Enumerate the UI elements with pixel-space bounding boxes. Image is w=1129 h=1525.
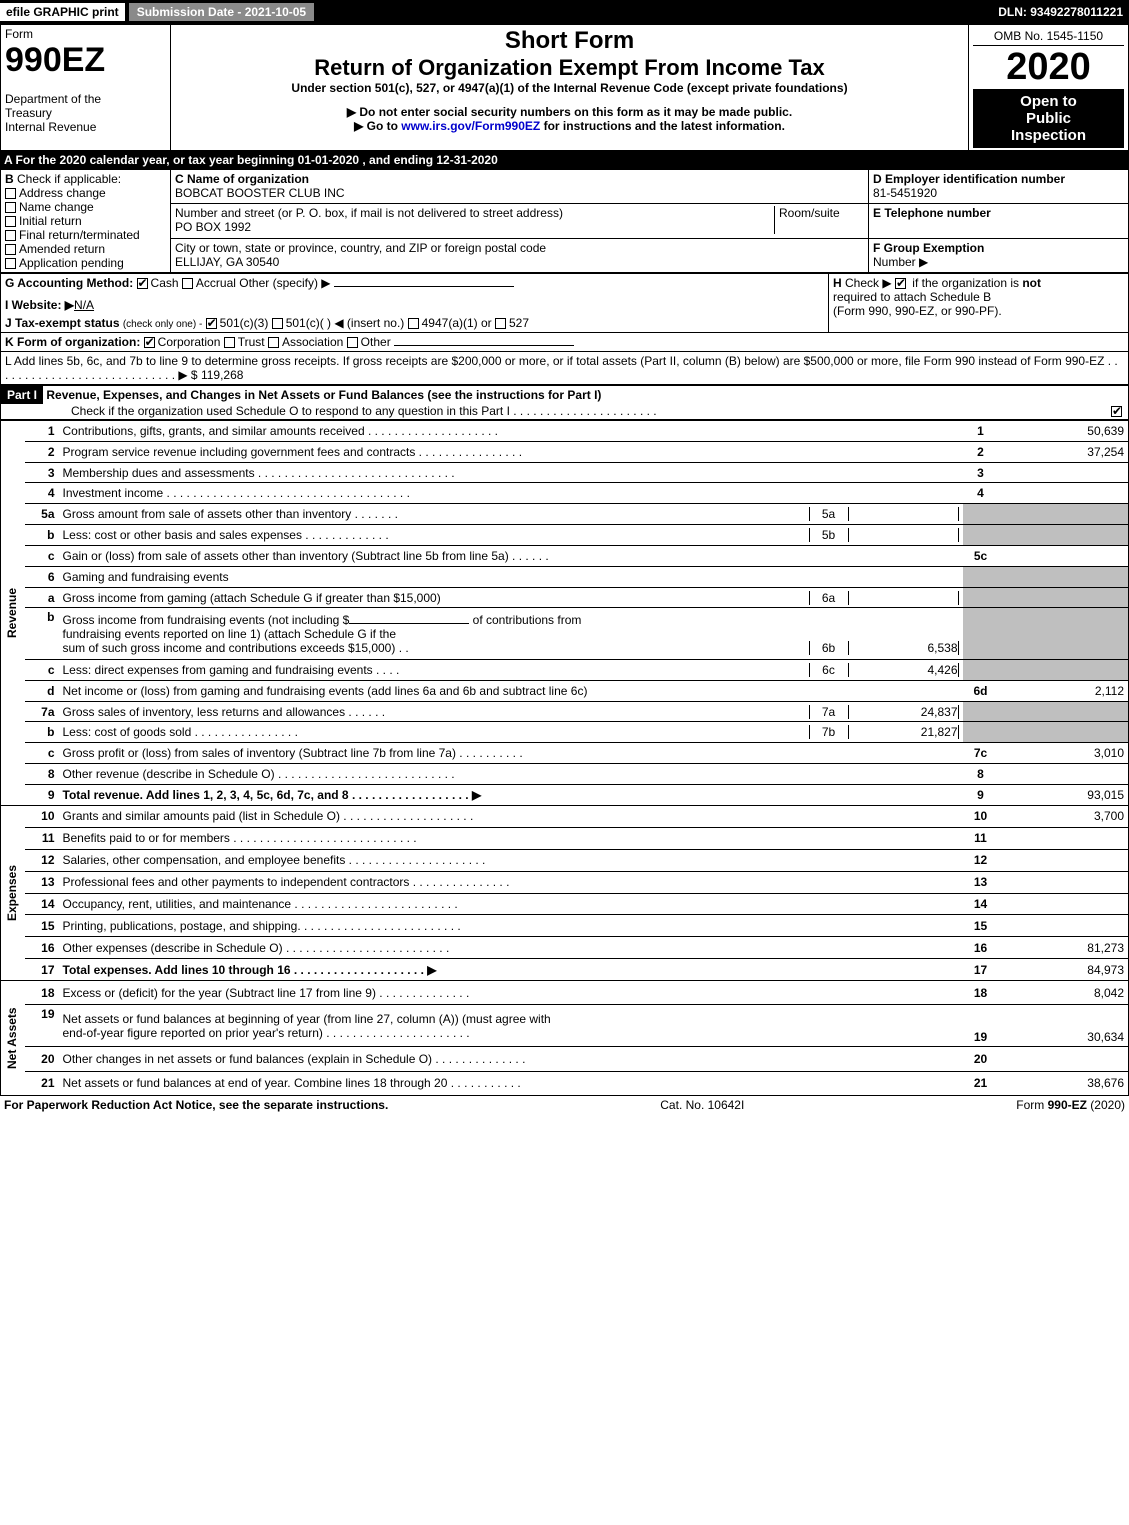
line-1-amount: 50,639 xyxy=(999,421,1129,442)
part1-header: Part I Revenue, Expenses, and Changes in… xyxy=(0,385,1129,420)
form-title-2: Return of Organization Exempt From Incom… xyxy=(175,55,964,81)
line-18-amount: 8,042 xyxy=(999,981,1129,1005)
footer-left: For Paperwork Reduction Act Notice, see … xyxy=(4,1098,388,1112)
top-bar: efile GRAPHIC print Submission Date - 20… xyxy=(0,0,1129,24)
header-table: Form 990EZ Department of the Treasury In… xyxy=(0,24,1129,151)
gross-receipts: 119,268 xyxy=(201,368,244,382)
checkbox-part1-schedo[interactable] xyxy=(1111,406,1122,417)
checkbox-application-pending[interactable] xyxy=(5,258,16,269)
section-c-addr-label: Number and street (or P. O. box, if mail… xyxy=(175,206,563,220)
irs-link[interactable]: www.irs.gov/Form990EZ xyxy=(401,119,540,133)
section-j: J Tax-exempt status (check only one) - 5… xyxy=(5,316,824,330)
checkbox-final-return[interactable] xyxy=(5,230,16,241)
footer-center: Cat. No. 10642I xyxy=(660,1098,744,1112)
org-address: PO BOX 1992 xyxy=(175,220,251,234)
section-c-city-label: City or town, state or province, country… xyxy=(175,241,546,255)
section-b-label: B xyxy=(5,172,14,186)
tax-year: 2020 xyxy=(973,46,1124,89)
section-a: A For the 2020 calendar year, or tax yea… xyxy=(0,151,1129,169)
expenses-label: Expenses xyxy=(5,808,19,978)
checkbox-accrual[interactable] xyxy=(182,278,193,289)
checkbox-name-change[interactable] xyxy=(5,202,16,213)
checkbox-501c3[interactable] xyxy=(206,318,217,329)
dept-line2: Treasury xyxy=(5,106,166,120)
form-word: Form xyxy=(5,27,166,41)
line-7c-amount: 3,010 xyxy=(999,743,1129,764)
footer: For Paperwork Reduction Act Notice, see … xyxy=(0,1096,1129,1114)
part1-title: Revenue, Expenses, and Changes in Net As… xyxy=(46,388,601,402)
line-10-amount: 3,700 xyxy=(999,806,1129,828)
line-17-amount: 84,973 xyxy=(999,959,1129,981)
line-7b-amount: 21,827 xyxy=(849,725,959,739)
section-g: G Accounting Method: Cash Accrual Other … xyxy=(5,276,824,290)
note-link: ▶ Go to www.irs.gov/Form990EZ for instru… xyxy=(175,119,964,133)
line-21-amount: 38,676 xyxy=(999,1071,1129,1095)
dept-line3: Internal Revenue xyxy=(5,120,166,134)
efile-label: efile GRAPHIC print xyxy=(0,3,125,21)
org-name: BOBCAT BOOSTER CLUB INC xyxy=(175,186,345,200)
form-subtitle: Under section 501(c), 527, or 4947(a)(1)… xyxy=(175,81,964,95)
checkbox-trust[interactable] xyxy=(224,337,235,348)
section-f-label2: Number ▶ xyxy=(873,255,928,269)
dept-line1: Department of the xyxy=(5,92,166,106)
note-ssn: ▶ Do not enter social security numbers o… xyxy=(175,105,964,119)
checkbox-h[interactable] xyxy=(895,278,906,289)
section-c-name-label: C Name of organization xyxy=(175,172,309,186)
line-2-amount: 37,254 xyxy=(999,441,1129,462)
section-e-label: E Telephone number xyxy=(873,206,991,220)
footer-right: Form 990-EZ (2020) xyxy=(1016,1098,1125,1112)
lines-table: Revenue 1Contributions, gifts, grants, a… xyxy=(0,420,1129,1096)
section-f-label: F Group Exemption xyxy=(873,241,984,255)
checkbox-corp[interactable] xyxy=(144,337,155,348)
revenue-label: Revenue xyxy=(5,423,19,803)
form-title-1: Short Form xyxy=(175,27,964,55)
section-d-label: D Employer identification number xyxy=(873,172,1065,186)
ein: 81-5451920 xyxy=(873,186,937,200)
form-number: 990EZ xyxy=(5,41,166,80)
line-6d-amount: 2,112 xyxy=(999,680,1129,701)
dln: DLN: 93492278011221 xyxy=(998,5,1129,19)
line-16-amount: 81,273 xyxy=(999,937,1129,959)
submission-date: Submission Date - 2021-10-05 xyxy=(129,3,314,21)
part1-label: Part I xyxy=(1,386,43,404)
section-k: K Form of organization: Corporation Trus… xyxy=(0,333,1129,352)
checkbox-other-org[interactable] xyxy=(347,337,358,348)
section-h-label: H xyxy=(833,276,842,290)
checkbox-501c[interactable] xyxy=(272,318,283,329)
omb-number: OMB No. 1545-1150 xyxy=(973,27,1124,46)
checkbox-address-change[interactable] xyxy=(5,188,16,199)
ghij-table: G Accounting Method: Cash Accrual Other … xyxy=(0,273,1129,333)
website-value: N/A xyxy=(74,298,94,312)
checkbox-cash[interactable] xyxy=(137,278,148,289)
checkbox-amended-return[interactable] xyxy=(5,244,16,255)
netassets-label: Net Assets xyxy=(5,983,19,1093)
line-6b-amount: 6,538 xyxy=(849,641,959,655)
line-9-amount: 93,015 xyxy=(999,784,1129,805)
org-city: ELLIJAY, GA 30540 xyxy=(175,255,279,269)
line-6c-amount: 4,426 xyxy=(849,663,959,677)
room-suite-label: Room/suite xyxy=(774,206,864,234)
section-i: I Website: ▶N/A xyxy=(5,298,824,312)
info-table: B Check if applicable: Address change Na… xyxy=(0,169,1129,273)
line-19-amount: 30,634 xyxy=(999,1005,1129,1047)
checkbox-assoc[interactable] xyxy=(268,337,279,348)
checkbox-527[interactable] xyxy=(495,318,506,329)
part1-check-text: Check if the organization used Schedule … xyxy=(1,404,657,418)
checkbox-initial-return[interactable] xyxy=(5,216,16,227)
line-7a-amount: 24,837 xyxy=(849,705,959,719)
checkbox-4947[interactable] xyxy=(408,318,419,329)
open-to-public: Open to Public Inspection xyxy=(973,89,1124,148)
section-l: L Add lines 5b, 6c, and 7b to line 9 to … xyxy=(0,352,1129,385)
